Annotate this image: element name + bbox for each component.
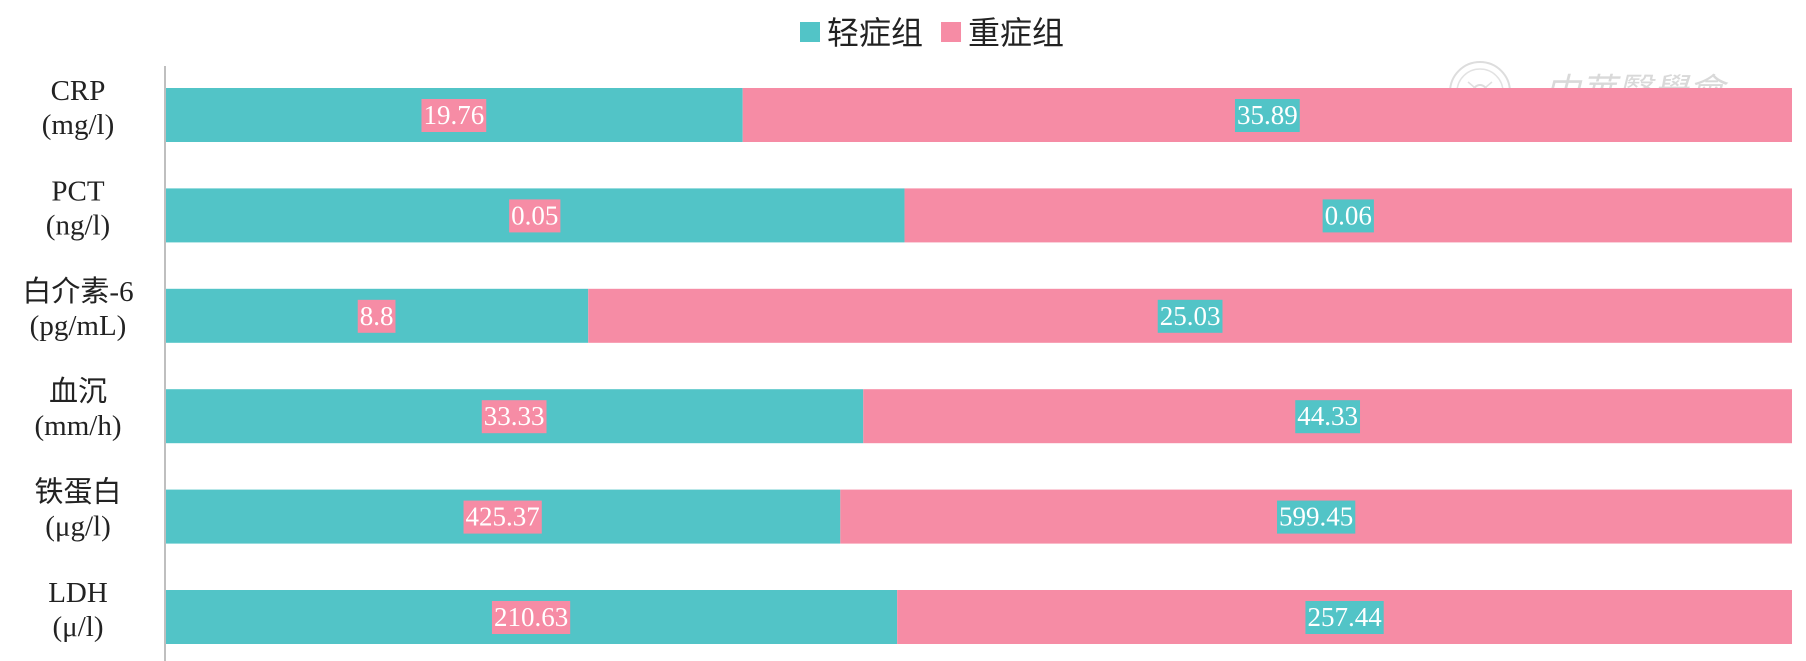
y-tick-unit: (mg/l)	[42, 109, 115, 141]
data-label-background	[1322, 199, 1374, 233]
data-label: 8.8	[357, 299, 396, 333]
data-label-background	[1234, 99, 1300, 132]
data-label-value: 0.06	[1325, 200, 1372, 230]
data-label-value: 8.8	[360, 301, 394, 331]
data-label-background	[1295, 400, 1361, 434]
data-label: 25.03	[1157, 299, 1223, 333]
data-label-background	[1157, 299, 1223, 333]
data-label-value: 25.03	[1160, 301, 1221, 331]
y-axis-labels: CRP (mg/l) PCT (ng/l) 白介素-6 (pg/mL) 血沉(mm/h) 铁蛋…	[22, 75, 133, 643]
data-label-background	[491, 601, 571, 634]
y-tick-label: 铁蛋白(μg/l)	[34, 476, 121, 543]
y-tick-unit: (μg/l)	[45, 511, 110, 543]
data-label: 19.76	[421, 99, 487, 132]
y-tick-name: PCT	[51, 175, 104, 207]
data-label-value: 425.37	[466, 502, 540, 532]
data-label: 599.45	[1277, 500, 1356, 534]
data-label-value: 33.33	[484, 401, 545, 431]
data-label-background	[463, 500, 542, 534]
y-tick-unit: (mm/h)	[35, 410, 122, 442]
data-label-value: 35.89	[1237, 100, 1298, 130]
chart-legend: 轻症组 重症组	[800, 15, 1064, 51]
y-tick-name: LDH	[48, 577, 108, 609]
data-label: 425.37	[463, 500, 542, 534]
data-label: 33.33	[481, 400, 547, 434]
data-label-background	[421, 99, 487, 132]
y-tick-label: 血沉(mm/h)	[35, 375, 122, 442]
data-label-value: 210.63	[494, 602, 568, 632]
data-label-background	[481, 400, 547, 434]
legend-swatch	[800, 22, 820, 42]
y-tick-label: CRP (mg/l)	[42, 75, 115, 141]
y-tick-unit: (pg/mL)	[30, 310, 127, 342]
y-tick-unit: (μ/l)	[53, 611, 104, 643]
data-label-value: 0.05	[511, 200, 558, 230]
y-tick-label: LDH (μ/l)	[48, 577, 108, 643]
data-label: 0.05	[509, 199, 561, 233]
data-label-value: 19.76	[423, 100, 484, 130]
data-label: 210.63	[491, 601, 571, 634]
legend-label: 轻症组	[827, 15, 923, 51]
data-label-background	[357, 299, 396, 333]
y-tick-unit: (ng/l)	[46, 209, 110, 241]
data-label-value: 257.44	[1307, 602, 1382, 632]
y-tick-name: 铁蛋白	[34, 476, 121, 509]
plot-area: 19.76 35.89 0.05 0.06 8.8 25.03 33.33 44.33 425.…	[165, 88, 1793, 644]
data-label-value: 44.33	[1297, 401, 1358, 431]
data-label-background	[1305, 601, 1384, 634]
data-label-background	[509, 199, 561, 233]
y-tick-name: CRP	[51, 75, 106, 107]
data-label: 35.89	[1234, 99, 1300, 132]
data-label: 44.33	[1295, 400, 1361, 434]
data-label-value: 599.45	[1279, 502, 1353, 532]
y-tick-label: PCT (ng/l)	[46, 175, 110, 241]
legend-label: 重症组	[968, 15, 1064, 51]
legend-swatch	[941, 22, 962, 42]
data-label: 0.06	[1322, 199, 1374, 233]
data-label-background	[1277, 500, 1356, 534]
data-label: 257.44	[1305, 601, 1384, 634]
y-tick-name: 白介素-6	[22, 275, 133, 308]
y-tick-name: 血沉	[49, 375, 107, 408]
y-tick-label: 白介素-6 (pg/mL)	[22, 275, 133, 342]
